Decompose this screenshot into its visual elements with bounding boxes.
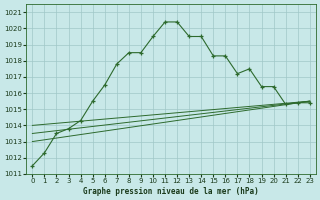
X-axis label: Graphe pression niveau de la mer (hPa): Graphe pression niveau de la mer (hPa): [83, 187, 259, 196]
